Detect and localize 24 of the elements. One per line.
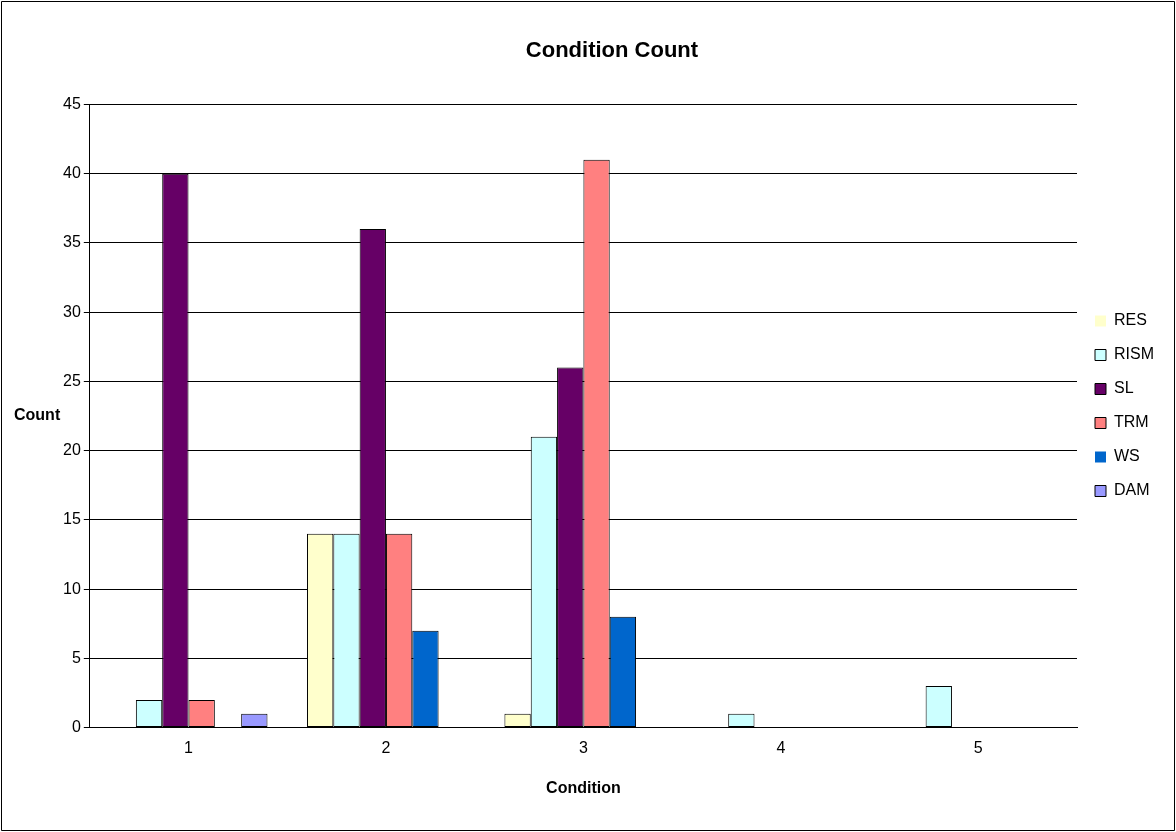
chart-title: Condition Count (525, 37, 699, 63)
x-axis-title: Condition (546, 778, 621, 796)
y-tick-label: 25 (63, 371, 81, 389)
y-tick-label: 35 (63, 233, 81, 251)
y-tick-label: 15 (63, 510, 81, 528)
y-tick-label: 30 (63, 302, 81, 320)
legend-label: SL (1114, 379, 1134, 397)
legend-label: DAM (1114, 481, 1150, 499)
y-tick-label: 40 (63, 164, 81, 182)
y-tick-label: 20 (63, 441, 81, 459)
y-axis-title: Count (14, 406, 61, 424)
x-tick-label: 5 (973, 738, 983, 756)
legend-label: RES (1114, 311, 1147, 329)
x-tick-label: 4 (776, 738, 786, 756)
x-tick-label: 1 (184, 738, 194, 756)
y-tick-label: 5 (71, 648, 81, 666)
y-tick-label: 45 (63, 94, 81, 112)
legend-label: WS (1114, 447, 1140, 465)
legend-label: RISM (1114, 345, 1154, 363)
legend-label: TRM (1114, 413, 1149, 431)
x-tick-label: 2 (381, 738, 391, 756)
y-tick-label: 10 (63, 579, 81, 597)
x-tick-label: 3 (578, 738, 588, 756)
y-tick-label: 0 (71, 718, 81, 736)
